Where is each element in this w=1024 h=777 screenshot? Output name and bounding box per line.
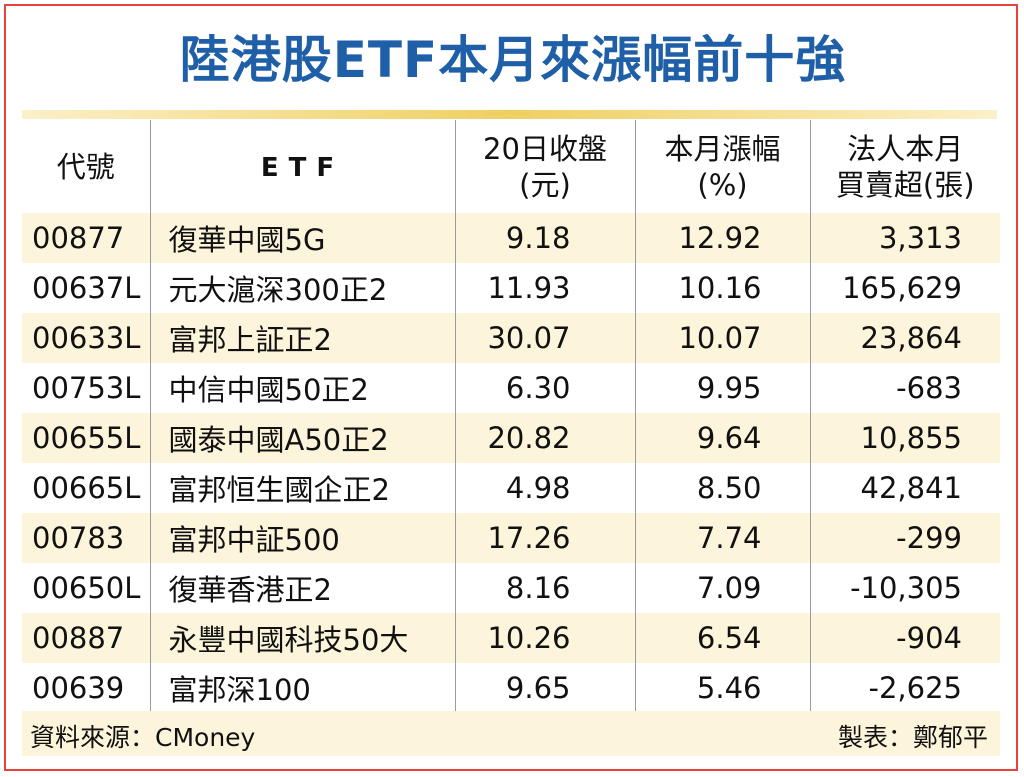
- footer-bar: 資料來源：CMoney 製表：鄭郁平: [22, 711, 1000, 756]
- cell-change: 9.95: [634, 363, 810, 413]
- cell-change: 12.92: [634, 213, 810, 263]
- table-row: 00877 復華中國5G 9.18 12.92 3,313: [22, 213, 1000, 263]
- table-row: 00887 永豐中國科技50大 10.26 6.54 -904: [22, 613, 1000, 663]
- table-row: 00783 富邦中証500 17.26 7.74 -299: [22, 513, 1000, 563]
- cell-etf: 元大滬深300正2: [149, 263, 455, 313]
- cell-close: 4.98: [454, 463, 635, 513]
- cell-etf: 富邦恒生國企正2: [149, 463, 455, 513]
- cell-code: 00637L: [32, 271, 141, 305]
- cell-code: 00633L: [22, 313, 150, 363]
- cell-net: -10,305: [809, 563, 1000, 613]
- cell-close: 9.65: [454, 663, 635, 713]
- cell-net: 23,864: [809, 313, 1000, 363]
- source-note: 資料來源：CMoney: [30, 723, 256, 752]
- table-row: 00753L 中信中國50正2 6.30 9.95 -683: [22, 363, 1000, 413]
- title-underline: [22, 110, 997, 119]
- header-change: 本月漲幅 (%): [634, 120, 810, 213]
- cell-close: 30.07: [454, 313, 635, 363]
- header-code: 代號: [56, 149, 115, 184]
- table-row: 00650L 復華香港正2 8.16 7.09 -10,305: [22, 563, 1000, 613]
- cell-change: 9.64: [634, 413, 810, 463]
- cell-etf: 富邦中証500: [149, 513, 455, 563]
- cell-etf: 中信中國50正2: [149, 363, 455, 413]
- header-net: 法人本月 買賣超(張): [809, 120, 1000, 213]
- cell-net: -2,625: [809, 663, 1000, 713]
- cell-net: 10,855: [809, 413, 1000, 463]
- cell-change: 8.50: [634, 463, 810, 513]
- cell-etf: 富邦上証正2: [149, 313, 455, 363]
- cell-etf: 復華中國5G: [149, 213, 455, 263]
- cell-code: 00753L: [32, 371, 141, 405]
- chart-title: 陸港股ETF本月來漲幅前十強: [179, 31, 847, 89]
- cell-net: 165,629: [809, 263, 1000, 313]
- cell-etf: 永豐中國科技50大: [149, 613, 455, 663]
- cell-etf: 國泰中國A50正2: [149, 413, 455, 463]
- cell-close: 9.18: [454, 213, 635, 263]
- table-row: 00637L 元大滬深300正2 11.93 10.16 165,629: [22, 263, 1000, 313]
- table-row: 00633L 富邦上証正2 30.07 10.07 23,864: [22, 313, 1000, 363]
- cell-close: 11.93: [454, 263, 635, 313]
- cell-code: 00665L: [32, 471, 141, 505]
- cell-etf: 富邦深100: [149, 663, 455, 713]
- cell-etf: 復華香港正2: [149, 563, 455, 613]
- cell-change: 10.16: [634, 263, 810, 313]
- cell-code: 00639: [32, 671, 125, 705]
- cell-change: 7.74: [634, 513, 810, 563]
- cell-net: -299: [809, 513, 1000, 563]
- cell-change: 10.07: [634, 313, 810, 363]
- cell-code: 00877: [22, 213, 150, 263]
- cell-net: -904: [809, 613, 1000, 663]
- cell-change: 7.09: [634, 563, 810, 613]
- cell-change: 6.54: [634, 613, 810, 663]
- header-etf: ETF: [149, 120, 455, 213]
- header-close: 20日收盤 (元): [454, 120, 635, 213]
- cell-net: 3,313: [809, 213, 1000, 263]
- table-header-row: 代號 ETF 20日收盤 (元) 本月漲幅 (%) 法人本月 買賣超(張): [22, 120, 1000, 213]
- cell-code: 00783: [22, 513, 150, 563]
- cell-close: 8.16: [454, 563, 635, 613]
- table-row: 00665L 富邦恒生國企正2 4.98 8.50 42,841: [22, 463, 1000, 513]
- cell-close: 6.30: [454, 363, 635, 413]
- maker-note: 製表：鄭郁平: [837, 723, 988, 752]
- cell-code: 00887: [22, 613, 150, 663]
- cell-code: 00650L: [32, 571, 141, 605]
- cell-close: 20.82: [454, 413, 635, 463]
- cell-code: 00655L: [22, 413, 150, 463]
- etf-table: 代號 ETF 20日收盤 (元) 本月漲幅 (%) 法人本月 買賣超(張) 00877…: [22, 120, 1000, 713]
- table-row: 00655L 國泰中國A50正2 20.82 9.64 10,855: [22, 413, 1000, 463]
- cell-net: -683: [809, 363, 1000, 413]
- cell-close: 10.26: [454, 613, 635, 663]
- cell-close: 17.26: [454, 513, 635, 563]
- cell-net: 42,841: [809, 463, 1000, 513]
- table-row: 00639 富邦深100 9.65 5.46 -2,625: [22, 663, 1000, 713]
- cell-change: 5.46: [634, 663, 810, 713]
